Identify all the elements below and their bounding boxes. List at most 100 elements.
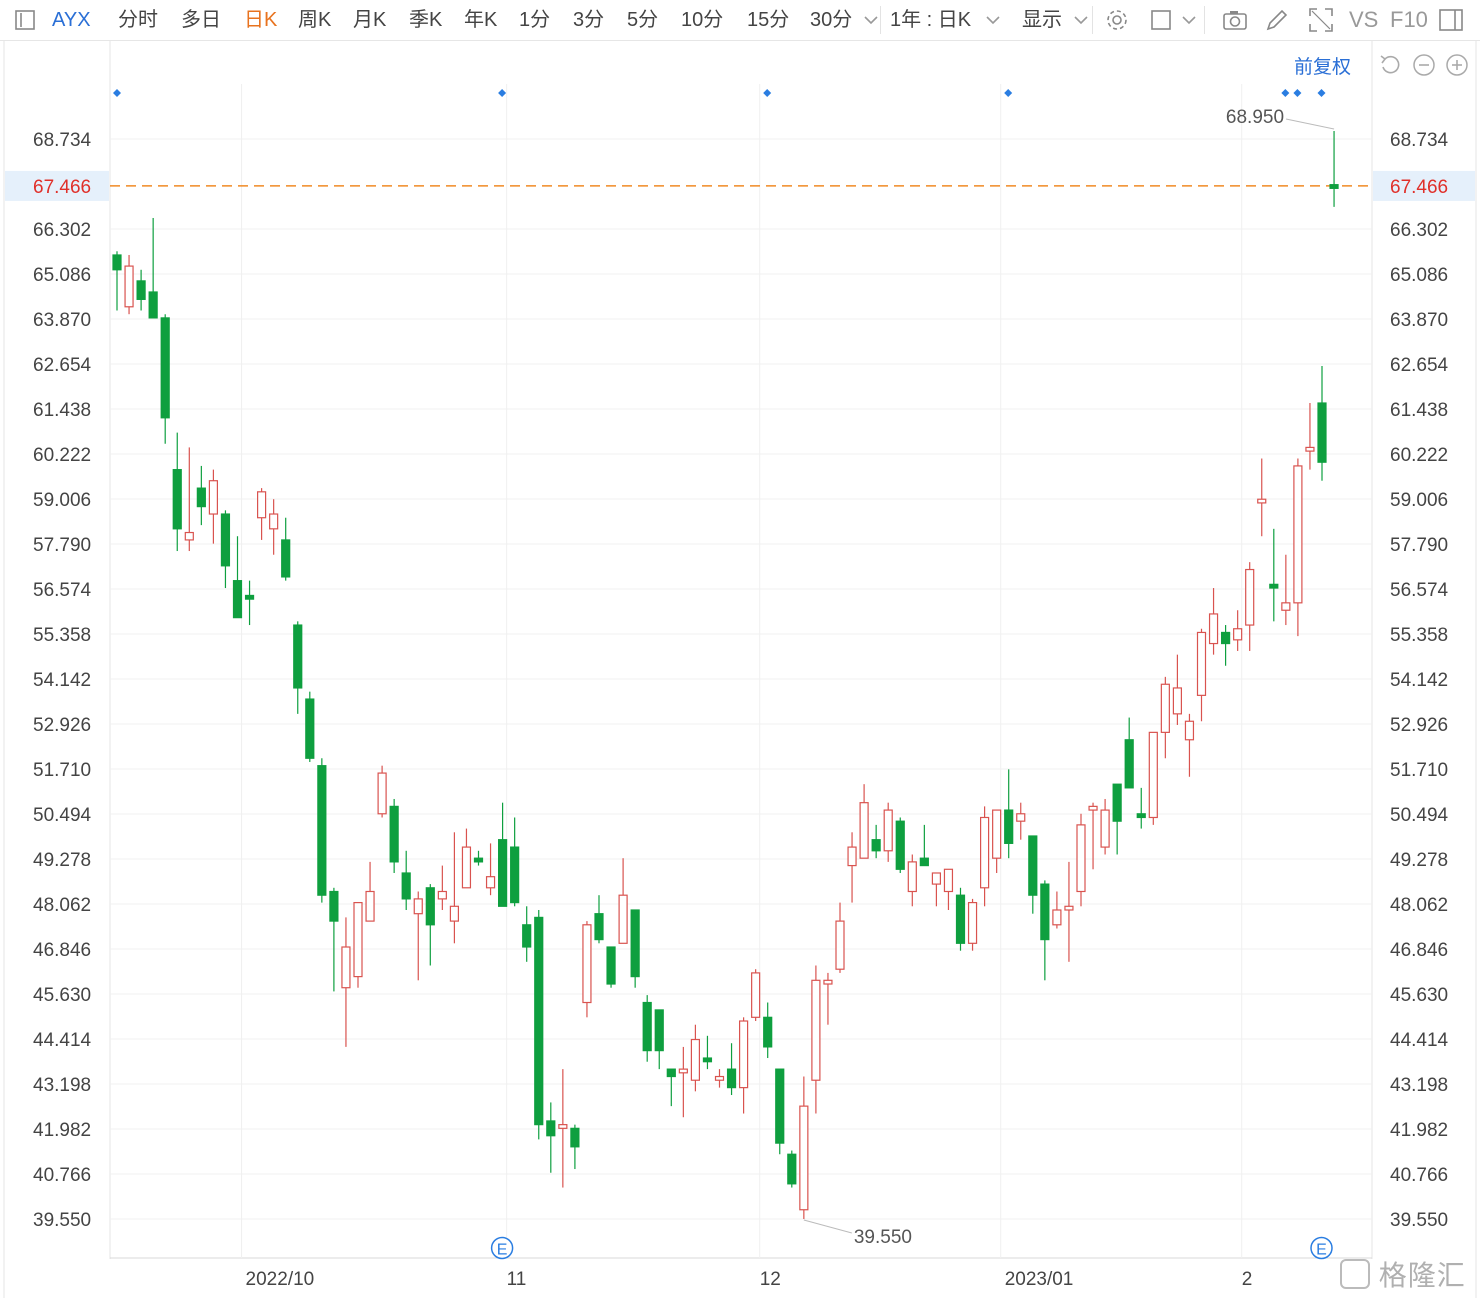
x-tick-label: 12: [760, 1269, 781, 1290]
candle-body: [967, 901, 978, 944]
candle-body: [1220, 631, 1231, 645]
candle-body: [883, 809, 893, 852]
candle: [449, 832, 459, 944]
candle-body: [1269, 583, 1279, 589]
candle-body: [510, 846, 520, 904]
y-tick-label: 44.414: [33, 1030, 92, 1051]
stock-symbol[interactable]: AYX: [52, 9, 91, 31]
y-axis-left: 68.734 67.466 66.302 65.086 63.870 62.654 61.4…: [5, 130, 109, 1231]
candle-body: [1233, 628, 1243, 641]
zoom-in-icon[interactable]: [1445, 53, 1469, 77]
candle-body: [353, 901, 363, 978]
period-tab-monthly-k[interactable]: 月K: [353, 9, 387, 31]
candle: [835, 902, 845, 973]
fullscreen-icon[interactable]: [1306, 5, 1336, 35]
candle: [232, 536, 243, 619]
y-tick-label: 65.086: [1390, 265, 1448, 286]
candle-body: [485, 876, 496, 889]
pencil-icon[interactable]: [1262, 5, 1292, 35]
period-tab-multiday[interactable]: 多日: [181, 9, 221, 31]
y-tick-label: 52.926: [1390, 715, 1448, 736]
period-tab-weekly-k[interactable]: 周K: [298, 9, 332, 31]
x-tick-label: 2: [1242, 1269, 1253, 1290]
candle-body: [594, 913, 604, 941]
current-price-label-bg: [5, 170, 109, 201]
candle: [124, 254, 134, 315]
candle: [606, 946, 616, 988]
candle-body: [473, 857, 484, 863]
rect-layout-icon[interactable]: [1148, 5, 1178, 35]
zoom-out-icon[interactable]: [1412, 53, 1436, 77]
y-tick-label: 39.550: [33, 1210, 91, 1231]
event-dot-marker: [763, 89, 772, 97]
y-tick-label: 60.222: [33, 445, 91, 466]
candle: [1220, 625, 1231, 666]
candle-body: [931, 872, 942, 885]
period-tab-intraday[interactable]: 分时: [118, 9, 158, 31]
watermark-logo: 格隆汇: [1340, 1254, 1466, 1291]
candle: [510, 817, 520, 907]
candle: [136, 269, 146, 311]
candle-body: [823, 979, 833, 985]
candle: [787, 1150, 797, 1188]
period-tab-30min[interactable]: 30分: [810, 9, 853, 31]
low-leader-line: [803, 1219, 852, 1234]
candle-body: [1016, 813, 1026, 822]
period-tab-15min[interactable]: 15分: [747, 9, 790, 31]
period-tab-yearly-k[interactable]: 年K: [464, 9, 498, 31]
y-tick-label: 56.574: [1390, 580, 1449, 601]
candle: [353, 901, 363, 988]
period-tab-10min[interactable]: 10分: [681, 9, 724, 31]
candle: [1196, 628, 1207, 722]
current-price-label-bg: [1373, 170, 1475, 201]
y-tick-label: 55.358: [33, 625, 91, 646]
candle: [1281, 554, 1291, 626]
candle: [883, 802, 893, 862]
candle: [413, 891, 423, 981]
chevron-down-icon[interactable]: [1174, 5, 1196, 35]
candle: [461, 828, 472, 889]
price-adjust-mode[interactable]: 前复权: [1294, 57, 1352, 78]
candle-body: [437, 890, 447, 900]
period-tab-1min[interactable]: 1分: [519, 9, 551, 31]
y-tick-label: 65.086: [33, 265, 91, 286]
candle-body: [666, 1068, 676, 1078]
current-price-label-left: 67.466: [33, 177, 91, 198]
y-tick-label: 41.982: [1390, 1120, 1448, 1141]
period-tab-3min[interactable]: 3分: [573, 9, 605, 31]
panel-toggle-icon[interactable]: [10, 5, 40, 35]
chevron-down-icon[interactable]: [978, 5, 1000, 35]
period-tab-quarterly-k[interactable]: 季K: [409, 9, 443, 31]
range-select[interactable]: 1年 : 日K: [890, 9, 972, 31]
y-tick-label: 50.494: [33, 805, 92, 826]
candle: [1160, 676, 1170, 759]
undo-icon[interactable]: [1378, 53, 1402, 77]
candle: [160, 314, 170, 444]
side-panel-icon[interactable]: [1436, 5, 1466, 35]
vs-compare-button[interactable]: VS: [1349, 7, 1379, 32]
candle-body: [1293, 465, 1303, 604]
candle-body: [305, 698, 315, 759]
y-tick-label: 59.006: [33, 490, 91, 511]
candle: [1329, 131, 1339, 207]
period-tab-5min[interactable]: 5分: [627, 9, 659, 31]
candle: [992, 809, 1002, 873]
chevron-down-icon[interactable]: [1066, 5, 1088, 35]
candle: [943, 868, 954, 910]
candle-body: [558, 1124, 568, 1129]
candle-body: [606, 946, 616, 985]
earnings-marker-circle: [490, 1236, 514, 1260]
chevron-down-icon[interactable]: [856, 5, 878, 35]
settings-gear-icon[interactable]: [1102, 5, 1132, 35]
candle-body: [1112, 783, 1122, 822]
candle-body: [654, 1009, 664, 1052]
candle-body: [1245, 568, 1255, 626]
candle-body: [835, 920, 845, 970]
candle: [642, 995, 652, 1062]
period-tab-daily-k[interactable]: 日K: [244, 9, 278, 31]
camera-icon[interactable]: [1220, 5, 1250, 35]
display-menu[interactable]: 显示: [1022, 9, 1062, 31]
f10-button[interactable]: F10: [1390, 7, 1428, 32]
candle: [967, 898, 978, 951]
